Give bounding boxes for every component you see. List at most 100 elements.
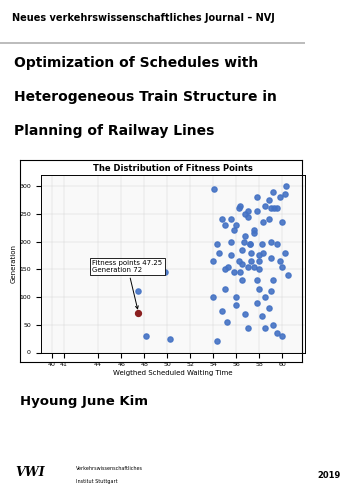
Y-axis label: Generation: Generation: [10, 244, 16, 283]
Point: [274, 240, 279, 248]
Point: [254, 207, 260, 215]
Point: [237, 268, 243, 276]
Point: [268, 204, 274, 212]
Text: Planning of Railway Lines: Planning of Railway Lines: [14, 124, 215, 138]
Text: Verkehrswissenschaftliches: Verkehrswissenschaftliches: [76, 466, 143, 471]
Text: Hyoung June Kim: Hyoung June Kim: [20, 395, 148, 408]
Point: [254, 276, 260, 284]
Point: [249, 248, 254, 256]
Point: [222, 266, 228, 274]
Point: [239, 246, 245, 254]
Point: [228, 216, 233, 224]
Point: [247, 240, 253, 248]
Point: [268, 288, 274, 296]
Point: [259, 312, 264, 320]
Point: [228, 238, 233, 246]
Point: [214, 338, 220, 345]
Point: [282, 248, 287, 256]
X-axis label: Weigthed Scheduled Waiting Time: Weigthed Scheduled Waiting Time: [113, 370, 233, 376]
Point: [268, 254, 274, 262]
Point: [144, 332, 149, 340]
Point: [266, 216, 271, 224]
Point: [222, 221, 228, 229]
Point: [220, 307, 225, 315]
Point: [262, 202, 268, 209]
Point: [251, 229, 256, 237]
Point: [266, 304, 271, 312]
Point: [266, 196, 271, 204]
Point: [262, 324, 268, 332]
Point: [282, 190, 287, 198]
Point: [251, 262, 256, 270]
Point: [274, 329, 279, 337]
Point: [236, 257, 241, 265]
Point: [270, 188, 276, 196]
Point: [233, 302, 239, 310]
Point: [280, 262, 285, 270]
Point: [211, 185, 217, 193]
Point: [210, 293, 216, 301]
Text: Optimization of Schedules with: Optimization of Schedules with: [14, 56, 258, 70]
Point: [231, 268, 237, 276]
Point: [245, 262, 251, 270]
Text: 29: 29: [318, 15, 340, 30]
Text: Fitness points 47.25
Generation 72: Fitness points 47.25 Generation 72: [92, 260, 162, 309]
Text: Heterogeneous Train Structure in: Heterogeneous Train Structure in: [14, 90, 277, 104]
Point: [268, 238, 274, 246]
Point: [136, 288, 141, 296]
Point: [262, 293, 268, 301]
Point: [167, 334, 172, 342]
Title: The Distribution of Fitness Points: The Distribution of Fitness Points: [93, 164, 253, 173]
Point: [260, 248, 265, 256]
Point: [243, 310, 248, 318]
Point: [251, 226, 256, 234]
Text: Institut Stuttgart: Institut Stuttgart: [76, 478, 118, 484]
Point: [216, 248, 222, 256]
Point: [243, 210, 248, 218]
Point: [249, 257, 254, 265]
Point: [243, 232, 248, 240]
Point: [239, 260, 245, 268]
Point: [259, 240, 264, 248]
Point: [280, 218, 285, 226]
Point: [247, 240, 253, 248]
Point: [257, 257, 262, 265]
Point: [285, 271, 291, 279]
Point: [277, 193, 283, 201]
Point: [254, 298, 260, 306]
Point: [239, 276, 245, 284]
Point: [226, 262, 231, 270]
Point: [270, 276, 276, 284]
Point: [280, 332, 285, 340]
Text: Neues verkehrswissenschaftliches Journal – NVJ: Neues verkehrswissenschaftliches Journal…: [12, 13, 275, 23]
Point: [283, 182, 289, 190]
Point: [233, 221, 239, 229]
Point: [241, 238, 247, 246]
Point: [257, 252, 262, 260]
Point: [270, 321, 276, 329]
Text: VWI: VWI: [15, 466, 45, 479]
Point: [237, 202, 243, 209]
Text: 2019: 2019: [318, 470, 341, 480]
Point: [210, 257, 216, 265]
Point: [236, 204, 241, 212]
Point: [245, 324, 251, 332]
Point: [254, 193, 260, 201]
Point: [257, 284, 262, 292]
Point: [271, 204, 277, 212]
Point: [162, 268, 168, 276]
Point: [260, 218, 265, 226]
Point: [220, 216, 225, 224]
Point: [274, 204, 279, 212]
Point: [231, 226, 237, 234]
Point: [136, 308, 141, 316]
Point: [228, 252, 233, 260]
Point: [224, 318, 230, 326]
Point: [214, 240, 220, 248]
Point: [257, 266, 262, 274]
Point: [245, 207, 251, 215]
Point: [245, 212, 251, 220]
Point: [222, 284, 228, 292]
Point: [233, 293, 239, 301]
Point: [277, 257, 283, 265]
